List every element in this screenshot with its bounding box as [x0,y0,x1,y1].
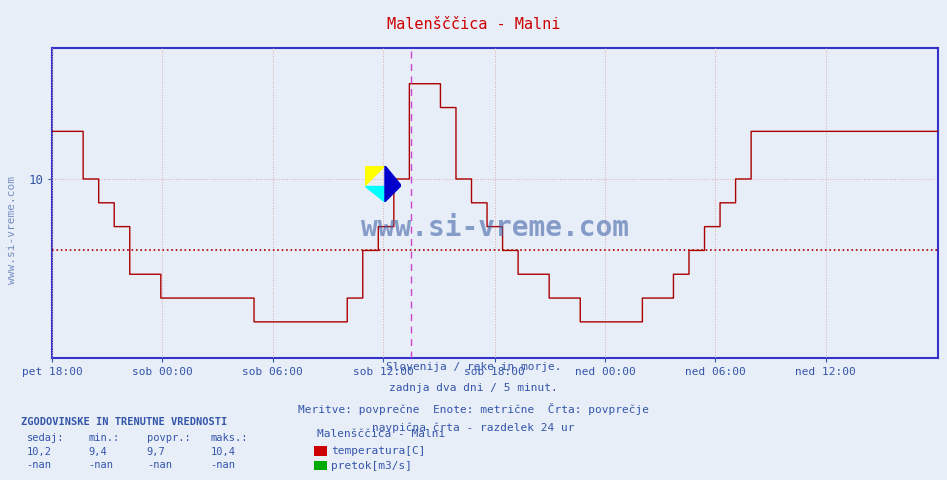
Text: zadnja dva dni / 5 minut.: zadnja dva dni / 5 minut. [389,383,558,393]
Text: www.si-vreme.com: www.si-vreme.com [8,176,17,284]
Text: sedaj:: sedaj: [27,432,64,443]
Polygon shape [366,186,385,202]
Text: Meritve: povprečne  Enote: metrične  Črta: povprečje: Meritve: povprečne Enote: metrične Črta:… [298,403,649,415]
Text: min.:: min.: [88,432,119,443]
Text: navpična črta - razdelek 24 ur: navpična črta - razdelek 24 ur [372,423,575,433]
Polygon shape [366,166,385,186]
Text: 10,4: 10,4 [210,447,235,457]
Text: 10,2: 10,2 [27,447,51,457]
Text: -nan: -nan [147,460,171,470]
Text: povpr.:: povpr.: [147,432,190,443]
Text: 9,7: 9,7 [147,447,166,457]
Text: www.si-vreme.com: www.si-vreme.com [361,214,629,241]
Text: temperatura[C]: temperatura[C] [331,446,426,456]
Text: -nan: -nan [27,460,51,470]
Text: Malenšččica - Malni: Malenšččica - Malni [317,429,445,439]
Polygon shape [385,166,402,202]
Text: pretok[m3/s]: pretok[m3/s] [331,461,413,470]
Text: Slovenija / reke in morje.: Slovenija / reke in morje. [385,362,562,372]
Text: 9,4: 9,4 [88,447,107,457]
Text: ZGODOVINSKE IN TRENUTNE VREDNOSTI: ZGODOVINSKE IN TRENUTNE VREDNOSTI [21,417,227,427]
Text: maks.:: maks.: [210,432,248,443]
Text: -nan: -nan [88,460,113,470]
Text: -nan: -nan [210,460,235,470]
Text: Malenšččica - Malni: Malenšččica - Malni [386,17,561,32]
